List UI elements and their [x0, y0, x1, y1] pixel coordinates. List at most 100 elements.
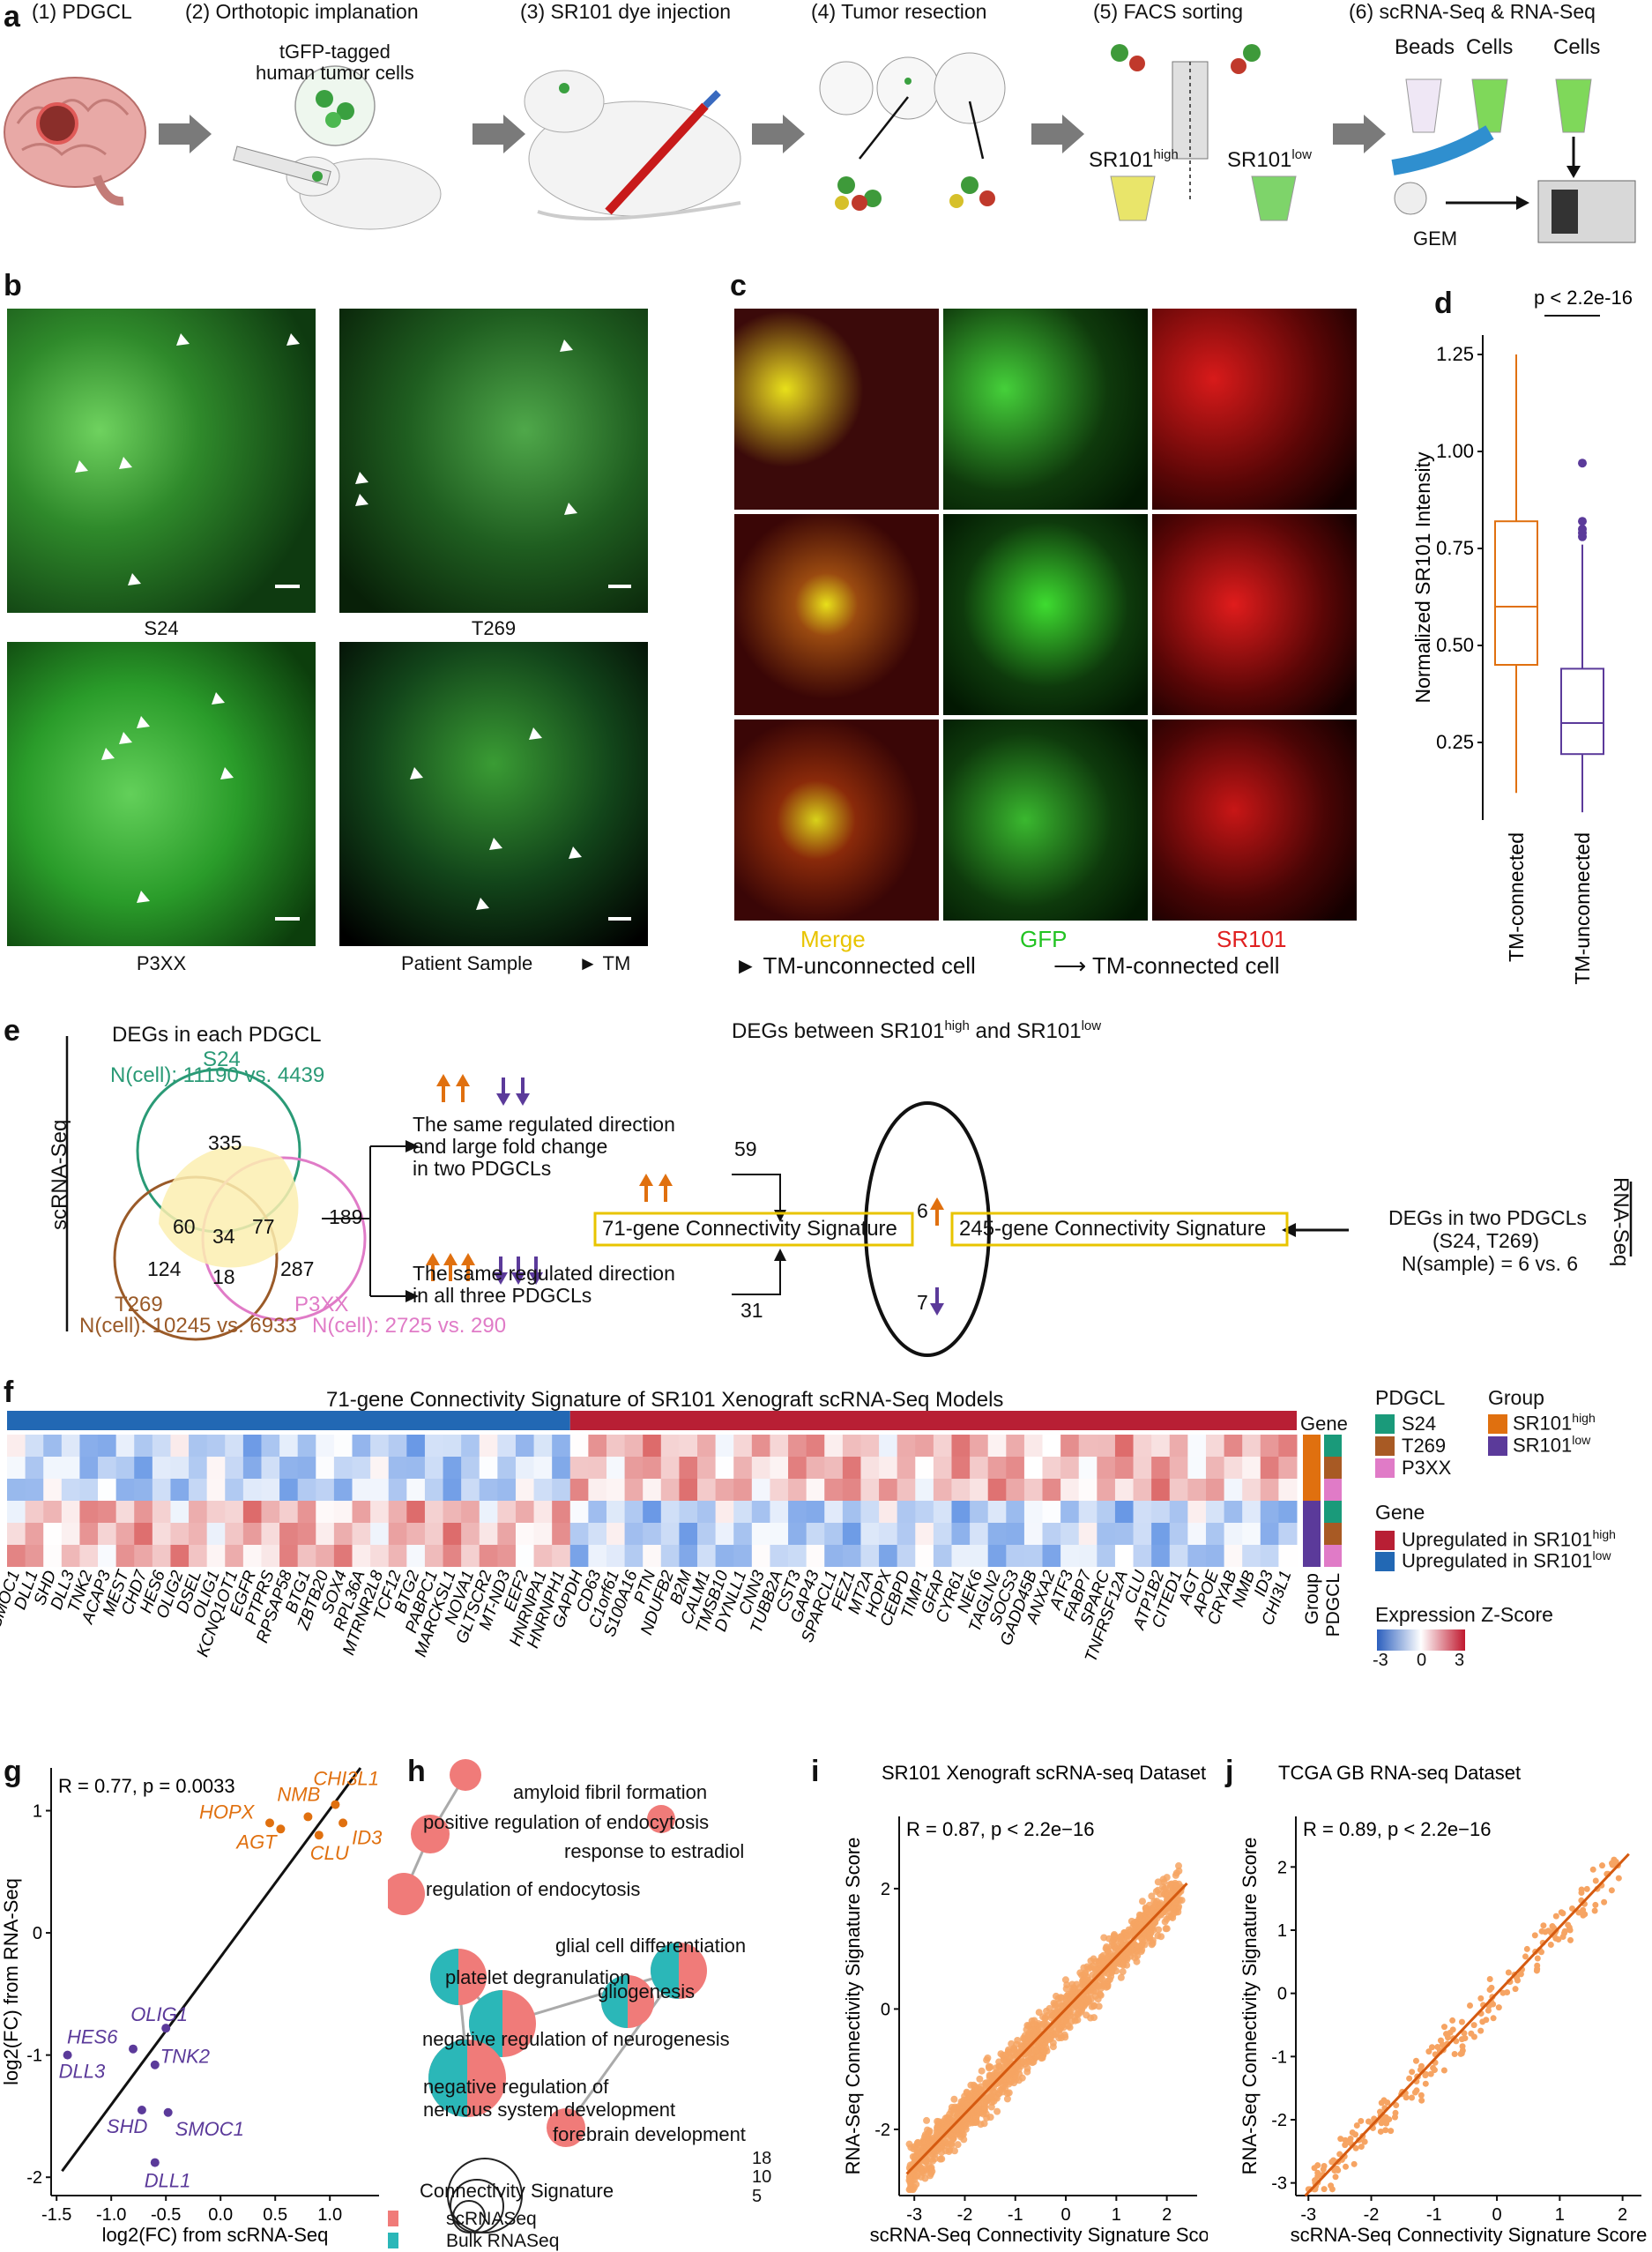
- heatmap-cell: [751, 1435, 770, 1457]
- heatmap-cell: [624, 1545, 644, 1567]
- heatmap-cell: [1151, 1523, 1171, 1545]
- heatmap-cell: [970, 1545, 989, 1567]
- data-point: [1592, 1877, 1599, 1884]
- data-point: [1023, 2058, 1031, 2066]
- legend-up-low: Upregulated in SR101low: [1402, 1548, 1611, 1572]
- heatmap-cell: [261, 1479, 280, 1501]
- data-point: [934, 2122, 941, 2130]
- heatmap-cell: [824, 1479, 844, 1501]
- heatmap-cell: [134, 1545, 153, 1567]
- data-point: [1512, 1986, 1519, 1993]
- heatmap-cell: [515, 1545, 535, 1567]
- heatmap-cell: [842, 1435, 861, 1457]
- heatmap-cell: [569, 1435, 589, 1457]
- heatmap-cell: [479, 1501, 498, 1523]
- heatmap-cell: [588, 1545, 607, 1567]
- data-point: [1591, 1907, 1598, 1914]
- tumor-resection-illustration: [819, 52, 1006, 211]
- heatmap-cell: [7, 1545, 26, 1567]
- data-point: [1609, 1861, 1616, 1868]
- x-tick-label: -1: [1008, 2205, 1023, 2225]
- heatmap-cell: [770, 1545, 789, 1567]
- heatmap-cell: [842, 1545, 861, 1567]
- enrichment-network-h: [388, 1759, 707, 2248]
- outlier-point: [1578, 459, 1587, 468]
- heatmap-cell: [824, 1545, 844, 1567]
- heatmap-cell: [1060, 1523, 1080, 1545]
- heatmap-cell: [170, 1457, 190, 1479]
- data-point: [1485, 2007, 1492, 2014]
- y-tick-label: 1: [1277, 1921, 1287, 1941]
- heatmap-cell: [206, 1479, 226, 1501]
- data-point: [1552, 1913, 1559, 1920]
- heatmap-cell: [189, 1501, 208, 1523]
- box: [1494, 520, 1538, 667]
- heatmap-cell: [370, 1501, 390, 1523]
- heatmap-cell: [406, 1501, 426, 1523]
- panel-label-f: f: [4, 1376, 14, 1409]
- pvalue-label: p < 2.2e-16: [1534, 287, 1633, 309]
- heatmap-cell: [1205, 1523, 1225, 1545]
- data-point: [1451, 2050, 1458, 2057]
- legend-group-low: SR101low: [1513, 1433, 1591, 1457]
- heatmap-cell: [515, 1435, 535, 1457]
- heatmap-cell: [806, 1523, 825, 1545]
- heatmap-cell: [43, 1523, 63, 1545]
- heatmap-cell: [660, 1501, 680, 1523]
- data-point: [1377, 2128, 1384, 2135]
- heatmap-cell: [515, 1523, 535, 1545]
- heatmap-cell: [1169, 1457, 1188, 1479]
- heatmap-cell: [806, 1479, 825, 1501]
- data-point: [1467, 2002, 1474, 2009]
- node-estradiol: [647, 1805, 675, 1833]
- heatmap-cell: [624, 1435, 644, 1457]
- heatmap-cell: [115, 1479, 135, 1501]
- heatmap-cell: [189, 1457, 208, 1479]
- heatmap-cell: [461, 1479, 480, 1501]
- deg-two-pdgcls-b: (S24, T269): [1432, 1229, 1540, 1252]
- heatmap-cell: [606, 1435, 626, 1457]
- data-point: [1051, 2001, 1059, 2009]
- heatmap-cell: [79, 1457, 99, 1479]
- data-point: [966, 2091, 974, 2099]
- heatmap-cell: [261, 1457, 280, 1479]
- heatmap-cell: [569, 1523, 589, 1545]
- heatmap-cell: [333, 1435, 353, 1457]
- heatmap-cell: [461, 1501, 480, 1523]
- heatmap-cell: [333, 1545, 353, 1567]
- heatmap-cell: [606, 1545, 626, 1567]
- heatmap-cell: [897, 1457, 916, 1479]
- data-point: [1418, 2092, 1425, 2099]
- y-tick-label: -2: [26, 2168, 42, 2188]
- heatmap-cell: [279, 1457, 299, 1479]
- data-point: [1074, 2016, 1082, 2024]
- data-point: [1418, 2097, 1425, 2104]
- data-point: [1025, 2032, 1033, 2040]
- heatmap-cell: [1114, 1545, 1135, 1567]
- data-point: [1565, 1921, 1572, 1928]
- heatmap-cell: [297, 1457, 316, 1479]
- heatmap-cell: [860, 1457, 880, 1479]
- heatmap-cell: [189, 1523, 208, 1545]
- heatmap-cell: [788, 1545, 807, 1567]
- scatter-i: SR101 Xenograft scRNA-seq Dataset -3 -2 -1 0…: [842, 1762, 1208, 2246]
- data-point: [1030, 2020, 1038, 2028]
- orange-up-arrows-two: [436, 1074, 470, 1102]
- step-6-label: (6) scRNA-Seq & RNA-Seq: [1349, 0, 1596, 23]
- y-axis-label: Normalized SR101 Intensity: [1411, 451, 1434, 704]
- heatmap-cell: [679, 1457, 698, 1479]
- heatmap-cell: [134, 1457, 153, 1479]
- heatmap-cell: [1151, 1479, 1171, 1501]
- y-tick-label: -2: [874, 2121, 890, 2140]
- data-point: [974, 2107, 982, 2115]
- data-point: [931, 2155, 939, 2163]
- heatmap-cell: [225, 1479, 244, 1501]
- x-tick-label: -1.5: [41, 2205, 71, 2225]
- heatmap-cell: [79, 1479, 99, 1501]
- heatmap-cell: [733, 1479, 753, 1501]
- data-point: [971, 2084, 979, 2092]
- heatmap-cell: [1023, 1435, 1044, 1457]
- heatmap-cell: [515, 1457, 535, 1479]
- heatmap-cell: [1169, 1479, 1188, 1501]
- micrograph-patient: [339, 642, 648, 946]
